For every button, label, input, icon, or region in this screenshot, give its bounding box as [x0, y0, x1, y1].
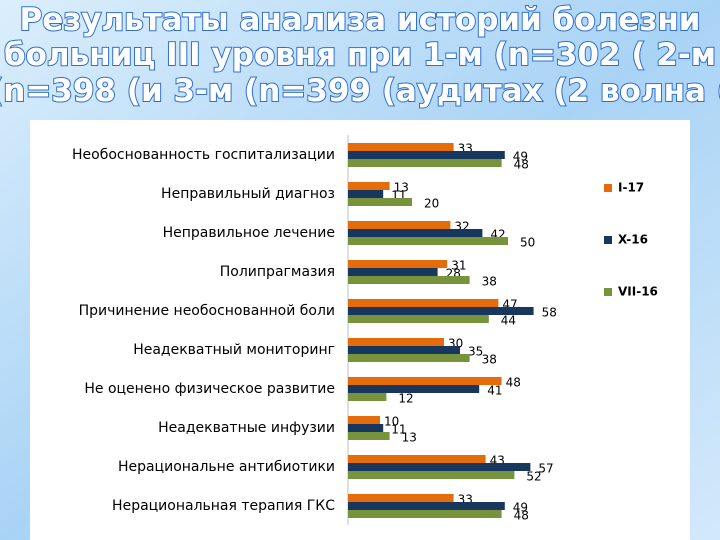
bar — [348, 424, 384, 432]
value-label: 57 — [538, 462, 553, 476]
category-label: Неадекватный мониторинг — [133, 342, 335, 358]
title-line: Результаты анализа историй болезни — [20, 2, 701, 38]
bar — [348, 463, 531, 471]
category-label: Нерациональная терапия ГКС — [112, 498, 335, 514]
category-label: Нерациональне антибиотики — [118, 459, 335, 475]
category-label: Неправильный диагноз — [161, 186, 335, 202]
bar — [348, 385, 480, 393]
bar — [348, 307, 534, 315]
bar — [348, 338, 444, 346]
bar — [348, 432, 390, 440]
bar — [348, 182, 390, 190]
bar — [348, 198, 412, 206]
bar — [348, 393, 387, 401]
bar — [348, 143, 454, 151]
category-label: Полипрагмазия — [220, 264, 335, 280]
value-label: 49 — [513, 150, 528, 164]
bar — [348, 510, 502, 518]
bar — [348, 354, 470, 362]
bar — [348, 268, 438, 276]
value-label: 48 — [514, 509, 529, 523]
value-label: 10 — [384, 415, 399, 429]
title-line: больниц III уровня при 1-м (n=302 ( 2-м — [4, 37, 716, 73]
bar — [348, 260, 448, 268]
value-label: 13 — [402, 431, 417, 445]
value-label: 50 — [520, 236, 535, 250]
value-label: 41 — [487, 384, 502, 398]
legend-label: I-17 — [618, 181, 644, 195]
value-label: 48 — [506, 376, 521, 390]
legend-label: X-16 — [618, 233, 648, 247]
bar — [348, 237, 508, 245]
value-label: 44 — [501, 314, 516, 328]
value-label: 38 — [482, 353, 497, 367]
legend-swatch — [604, 288, 612, 296]
value-label: 48 — [514, 158, 529, 172]
bar — [348, 221, 451, 229]
legend-label: VII-16 — [618, 285, 658, 299]
value-label: 52 — [526, 470, 541, 484]
bar — [348, 502, 505, 510]
value-label: 13 — [394, 181, 409, 195]
bar — [348, 416, 380, 424]
category-label: Причинение необоснованной боли — [79, 303, 335, 319]
value-label: 31 — [451, 259, 466, 273]
bar — [348, 151, 505, 159]
value-label: 38 — [482, 275, 497, 289]
value-label: 35 — [468, 345, 483, 359]
bar — [348, 346, 460, 354]
bar — [348, 377, 502, 385]
bar — [348, 190, 384, 198]
title-line: (n=398 (и 3-м (n=399 (аудитах (2 волна ( — [0, 73, 720, 109]
category-label: Неправильное лечение — [163, 225, 335, 241]
legend-swatch — [604, 236, 612, 244]
category-label: Не оценено физическое развитие — [84, 381, 335, 397]
value-label: 58 — [542, 306, 557, 320]
category-label: Неадекватные инфузии — [158, 420, 335, 436]
value-label: 49 — [513, 501, 528, 515]
category-label: Необоснованность госпитализации — [72, 147, 335, 163]
bar — [348, 315, 489, 323]
bar — [348, 471, 515, 479]
bar — [348, 159, 502, 167]
legend-swatch — [604, 184, 612, 192]
bar — [348, 455, 486, 463]
value-label: 20 — [424, 197, 439, 211]
bar — [348, 276, 470, 284]
bar — [348, 229, 483, 237]
value-label: 11 — [391, 423, 406, 437]
value-label: 12 — [398, 392, 413, 406]
bar — [348, 494, 454, 502]
bar — [348, 299, 499, 307]
